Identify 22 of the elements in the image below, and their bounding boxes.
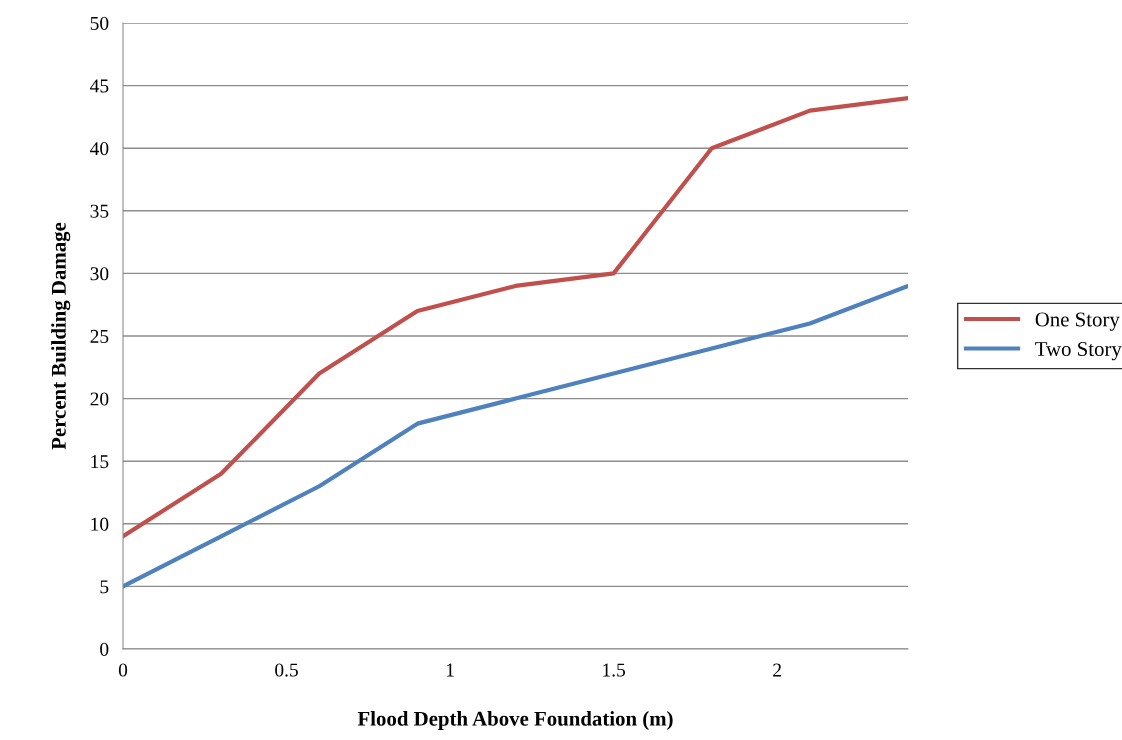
legend-label: Two Story <box>1035 342 1122 361</box>
y-tick-label: 20 <box>90 392 109 406</box>
y-tick-label: 0 <box>100 642 109 656</box>
y-tick-label: 30 <box>90 267 109 281</box>
y-tick-label: 45 <box>90 79 109 93</box>
x-tick-label: 2 <box>773 663 781 677</box>
x-tick-label: 0 <box>118 663 128 677</box>
x-axis-title: Flood Depth Above Foundation (m) <box>357 711 673 730</box>
y-tick-label: 25 <box>90 329 109 343</box>
y-tick-label: 10 <box>91 517 109 531</box>
line-series <box>123 96 908 539</box>
y-tick-label: 40 <box>90 142 109 156</box>
y-tick-label: 35 <box>90 204 109 218</box>
x-tick-label: 0.5 <box>275 663 298 677</box>
y-tick-label: 15 <box>91 455 109 469</box>
line-series <box>123 283 908 589</box>
legend-label: One Story <box>1035 312 1120 331</box>
y-tick-label: 5 <box>100 580 109 594</box>
x-tick-label: 1 <box>446 663 454 677</box>
y-tick-label: 50 <box>90 16 109 30</box>
x-tick-label: 1.5 <box>603 663 626 677</box>
y-axis-title: Percent Building Damage <box>51 222 71 450</box>
